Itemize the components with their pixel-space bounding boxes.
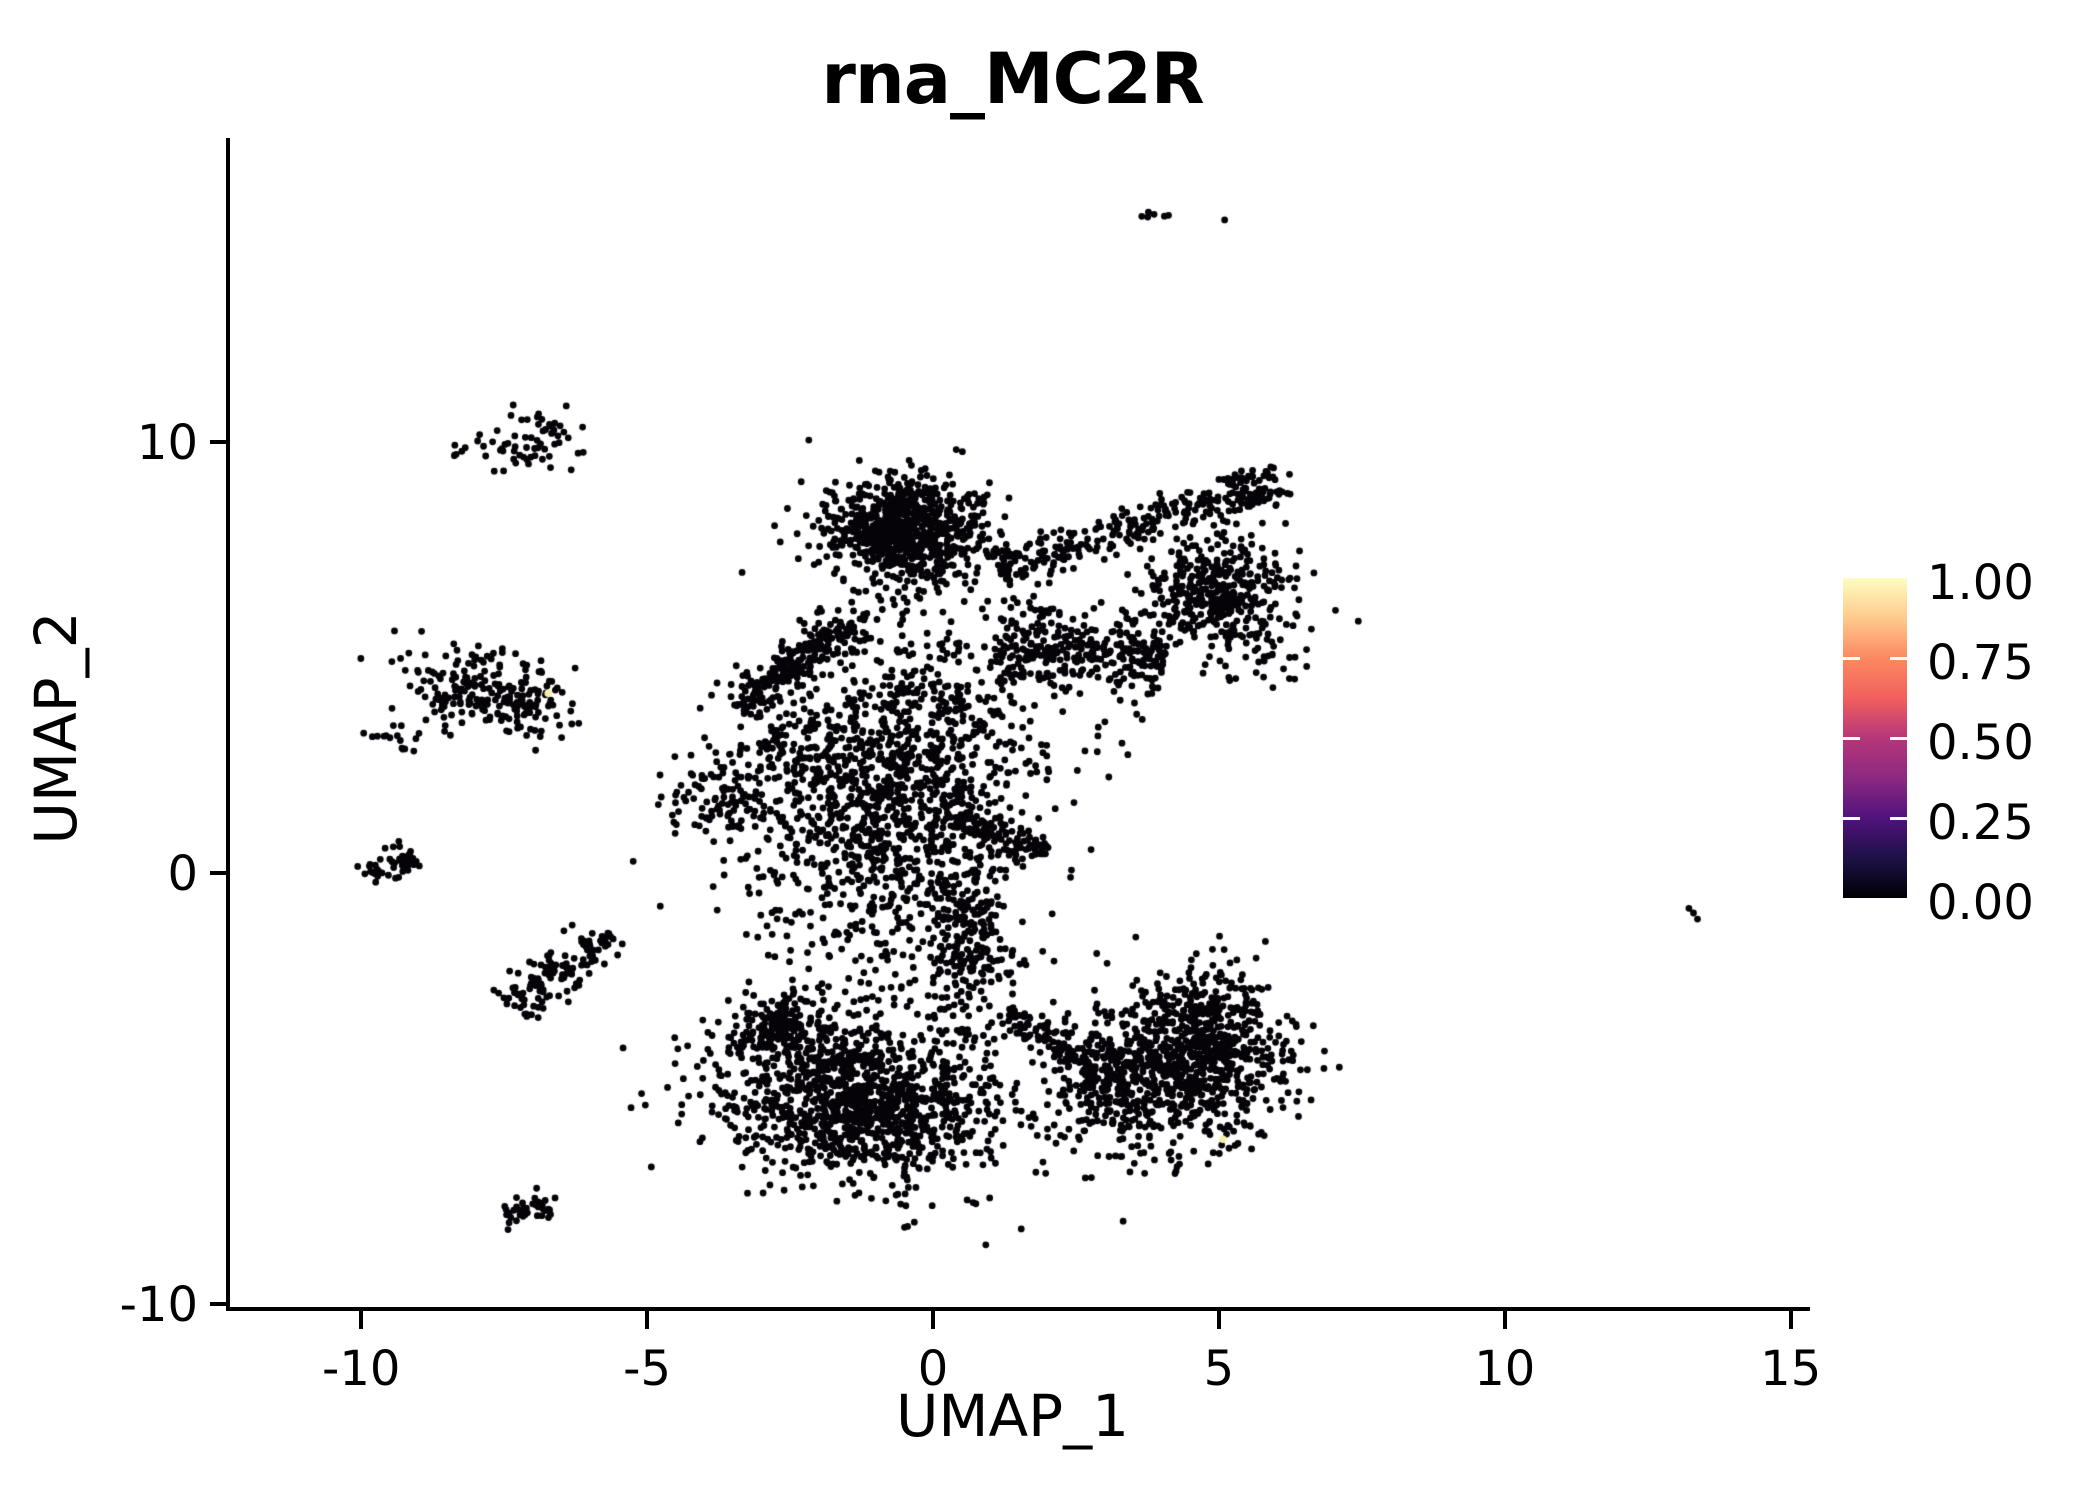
x-axis-title: UMAP_1: [895, 1382, 1130, 1450]
colorbar-value-label: 0.00: [1927, 875, 2034, 931]
x-tick-label: 10: [1474, 1341, 1536, 1397]
x-tick-label: -5: [623, 1341, 672, 1397]
colorbar-value-label: 0.50: [1927, 715, 2034, 771]
colorbar-tick-right: [1890, 816, 1907, 820]
y-tick-mark: [210, 439, 228, 444]
colorbar-tick-right: [1890, 656, 1907, 660]
y-tick-label: 10: [136, 414, 198, 471]
y-axis-line: [226, 138, 230, 1310]
x-tick-mark: [1216, 1311, 1221, 1329]
x-tick-label: 5: [1203, 1341, 1235, 1397]
x-tick-mark: [1502, 1311, 1507, 1329]
colorbar-tick-left: [1843, 656, 1860, 660]
x-tick-label: -10: [322, 1341, 401, 1397]
y-tick-mark: [210, 870, 228, 875]
colorbar-value-label: 1.00: [1927, 555, 2034, 611]
x-tick-label: 15: [1760, 1341, 1822, 1397]
y-tick-label: 0: [167, 845, 198, 902]
colorbar-tick-left: [1843, 816, 1860, 820]
y-tick-label: -10: [119, 1276, 198, 1333]
x-tick-mark: [931, 1311, 936, 1329]
x-tick-mark: [645, 1311, 650, 1329]
colorbar-tick-left: [1843, 736, 1860, 740]
colorbar-tick-right: [1890, 736, 1907, 740]
x-tick-mark: [359, 1311, 364, 1329]
colorbar-value-label: 0.75: [1927, 635, 2034, 691]
x-axis-line: [226, 1307, 1810, 1311]
y-tick-mark: [210, 1301, 228, 1306]
x-tick-mark: [1788, 1311, 1793, 1329]
x-tick-label: 0: [917, 1341, 949, 1397]
colorbar-value-label: 0.25: [1927, 795, 2034, 851]
